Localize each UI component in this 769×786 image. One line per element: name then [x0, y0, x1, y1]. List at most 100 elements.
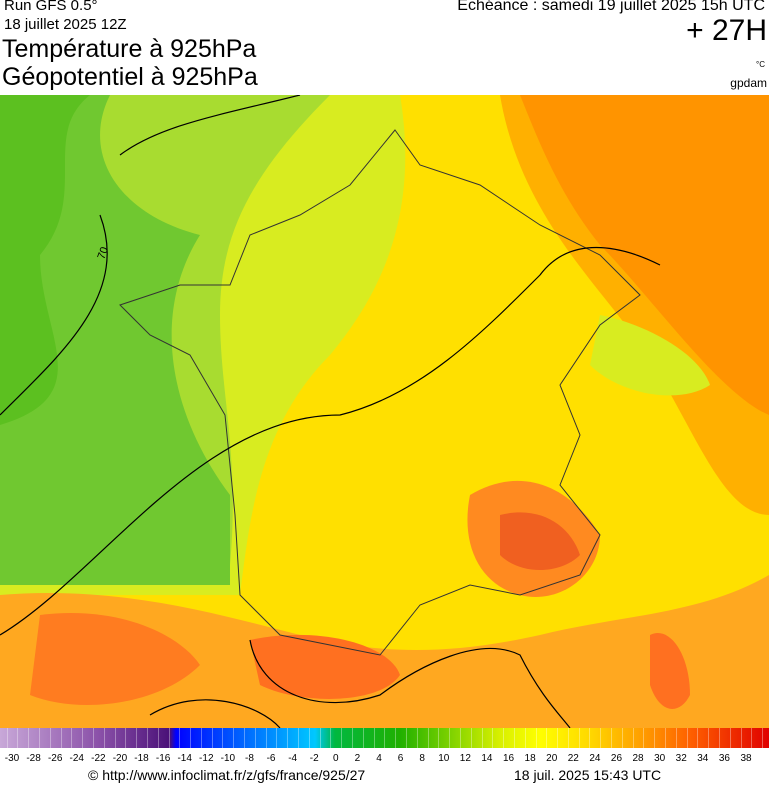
scale-tick-label: 30 [654, 753, 666, 764]
zone [590, 315, 710, 396]
contour-label: 70 [96, 245, 111, 261]
scale-tick-label: -14 [177, 753, 192, 764]
scale-cell-edge [578, 728, 580, 748]
scale-cell-edge [600, 728, 602, 748]
scale-cell-edge [352, 728, 353, 748]
scale-cell-edge [341, 728, 343, 748]
scale-cell-edge [481, 728, 483, 748]
scale-cell-edge [103, 728, 105, 748]
scale-cell-edge [384, 728, 386, 748]
unit: °C [756, 60, 765, 69]
zone [250, 634, 400, 699]
scale-cell-edge [492, 728, 494, 748]
scale-cell-edge [589, 728, 591, 748]
scale-tick-label: -2 [309, 753, 319, 764]
scale-cell-edge [697, 728, 699, 748]
generated: 18 juil. 2025 15:43 UTC [514, 767, 662, 783]
scale-cell-edge [449, 728, 451, 748]
scale-tick-label: -16 [155, 753, 171, 764]
scale-cell-edge [395, 728, 397, 748]
scale-cell-edge [200, 728, 202, 748]
scale-cell-edge [222, 728, 224, 748]
scale-cell-edge [719, 728, 720, 748]
scale-cell-edge [6, 728, 8, 748]
zone [520, 95, 769, 415]
scale-tick-label: 8 [419, 753, 425, 764]
scale-cell-edge [546, 728, 548, 748]
valid-time: Echéance : samedi 19 juillet 2025 15h UT… [457, 0, 765, 14]
map: 70 [0, 95, 769, 728]
scale-cell-edge [114, 728, 116, 748]
country-border [119, 129, 641, 656]
scale-tick-label: -12 [199, 753, 214, 764]
scale-tick-label: 18 [524, 753, 536, 764]
scale-cell-edge [146, 728, 148, 748]
zone [30, 613, 200, 705]
scale-cell-edge [611, 728, 613, 748]
scale-cell-edge [168, 728, 170, 748]
scale-cell-edge [567, 728, 569, 748]
title: Température à 925hPa [2, 35, 257, 63]
scale-cell-edge [211, 728, 213, 748]
zone [500, 512, 580, 570]
scale-cell-edge [244, 728, 246, 748]
lead-time: + 27H [686, 14, 767, 47]
scale-tick-label: 4 [376, 753, 382, 764]
scale-tick-label: -20 [112, 753, 128, 764]
scale-cell-edge [28, 728, 30, 748]
scale-tick-label: -8 [245, 753, 254, 764]
scale-cell-edge [459, 728, 461, 748]
scale-cell-edge [438, 728, 440, 748]
scale-cell-edge [686, 728, 688, 748]
scale-cell-edge [405, 728, 407, 748]
scale-tick-label: 20 [546, 753, 558, 764]
scale-cell-edge [319, 728, 321, 748]
scale-tick-label: -6 [266, 753, 276, 764]
scale-cell-edge [373, 728, 375, 748]
scale-cell-edge [427, 728, 429, 748]
contour-unit: gpdam [730, 76, 767, 90]
scale-tick-label: -28 [26, 753, 41, 764]
scale-cell-edge [740, 728, 742, 748]
scale-tick-label: -4 [288, 753, 298, 764]
scale-cell-edge [654, 728, 656, 748]
scale-tick-label: 24 [589, 753, 601, 764]
scale-tick-label: 36 [718, 753, 730, 764]
scale-cell-edge [729, 728, 731, 748]
scale-cell-edge [298, 728, 300, 748]
scale-tick-label: 22 [567, 753, 579, 764]
scale-cell-edge [276, 728, 278, 748]
scale-cell-edge [621, 728, 623, 748]
scale-cell-edge [265, 728, 267, 748]
scale-cell-edge [49, 728, 51, 748]
scale-cell-edge [233, 728, 235, 748]
scale-cell-edge [535, 728, 537, 748]
zone [650, 633, 690, 709]
scale-cell-edge [416, 728, 418, 748]
scale-tick-label: 0 [333, 753, 339, 764]
scale-cell-edge [513, 728, 515, 748]
scale-tick-label: 32 [675, 753, 687, 764]
scale-cell-edge [179, 728, 181, 748]
scale-tick-label: 14 [481, 753, 493, 764]
scale-cell-edge [82, 728, 84, 748]
scale-tick-label: 10 [438, 753, 450, 764]
scale-cell-edge [60, 728, 62, 748]
scale-cell-edge [665, 728, 667, 748]
title: Géopotentiel à 925hPa [2, 63, 258, 91]
geopotential-contour [0, 95, 661, 728]
scale-cell-edge [308, 728, 310, 748]
scale-tick-label: -24 [69, 753, 84, 764]
scale-cell-edge [254, 728, 256, 748]
scale-cell-edge [632, 728, 634, 748]
scale-tick-label: 12 [459, 753, 471, 764]
color-scale [0, 728, 769, 748]
scale-cell-edge [643, 728, 645, 748]
scale-cell-edge [751, 728, 753, 748]
source: © http://www.infoclimat.fr/z/gfs/france/… [88, 767, 366, 783]
scale-tick-label: 2 [354, 753, 361, 764]
scale-cell-edge [157, 728, 159, 748]
scale-cell-edge [330, 728, 332, 748]
scale-cell-edge [287, 728, 289, 748]
